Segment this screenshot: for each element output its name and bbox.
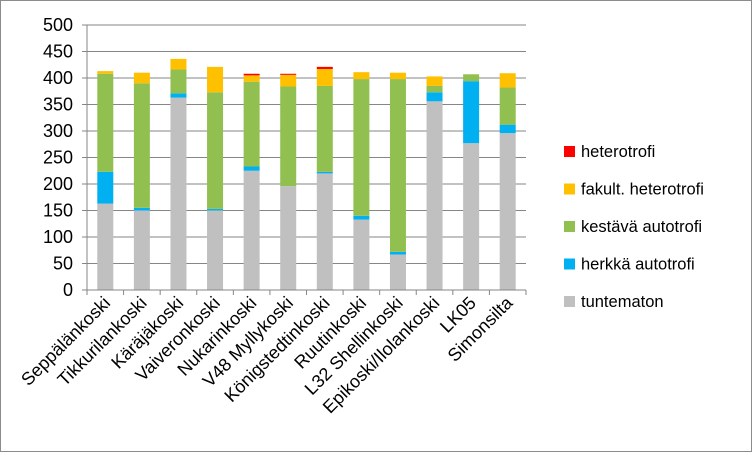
bar-segment (97, 71, 114, 74)
bar-segment (426, 76, 443, 86)
bar-segment (243, 81, 260, 167)
legend-swatch (564, 183, 575, 195)
bar-segment (170, 97, 187, 290)
legend-label: kestävä autotrofi (581, 218, 702, 236)
bar-segment (389, 251, 406, 255)
y-tick-label: 0 (63, 280, 73, 300)
legend: heterotrofi fakult. heterotrofi kestävä au… (564, 143, 704, 311)
bar-segment (97, 203, 114, 290)
bar-segment (499, 124, 516, 134)
bar-segment (207, 66, 224, 93)
y-tick-label: 300 (43, 121, 73, 141)
gridlines (87, 24, 526, 264)
bar-segment (499, 73, 516, 88)
legend-label: tuntematon (581, 293, 664, 311)
legend-swatch (564, 258, 575, 270)
bar-segment (316, 66, 333, 69)
bar-segment (353, 79, 370, 216)
bar-segment (243, 73, 260, 76)
bar-segment (316, 68, 333, 86)
bar-segment (170, 58, 187, 70)
legend-label: herkkä autotrofi (581, 256, 695, 274)
legend-label: heterotrofi (581, 143, 655, 161)
y-tick-label: 50 (53, 254, 73, 274)
bar-segment (353, 215, 370, 220)
bar-segment (133, 210, 150, 290)
bar-segment (389, 254, 406, 290)
y-tick-label: 200 (43, 174, 73, 194)
bar-segment (243, 170, 260, 290)
bar-segment (316, 173, 333, 290)
bar-segment (463, 143, 480, 290)
y-tick-label: 400 (43, 68, 73, 88)
legend-swatch (564, 221, 575, 232)
bar-segment (97, 73, 114, 172)
bar-segment (499, 87, 516, 125)
bar-segment (97, 171, 114, 204)
bar-segment (353, 219, 370, 290)
bar-segment (426, 92, 443, 102)
y-tick-label: 100 (43, 227, 73, 247)
legend-swatch (564, 146, 575, 157)
bar-segment (499, 133, 516, 290)
bar-segment (426, 101, 443, 290)
bar-segment (389, 79, 406, 252)
y-tick-label: 250 (43, 148, 73, 168)
bar-segment (133, 72, 150, 84)
bar-segment (353, 72, 370, 80)
legend-swatch (564, 296, 575, 307)
bar-segment (280, 74, 297, 87)
bar-segment (207, 210, 224, 290)
axes: 050100150200250300350400450500Seppälänko… (17, 15, 527, 417)
bar-segment (207, 208, 224, 211)
bar-segment (316, 85, 333, 172)
bar-segment (463, 74, 480, 82)
bar-segment (243, 75, 260, 82)
bar-segment (426, 85, 443, 93)
bar-segment (243, 166, 260, 171)
y-tick-label: 150 (43, 201, 73, 221)
legend-label: fakult. heterotrofi (581, 181, 704, 199)
y-tick-label: 450 (43, 42, 73, 62)
bar-segment (463, 81, 480, 144)
bar-segment (133, 83, 150, 208)
bar-segment (133, 207, 150, 211)
bar-segment (170, 69, 187, 94)
bar-segment (316, 171, 333, 174)
bar-stacks (97, 58, 516, 290)
bar-segment (280, 73, 297, 75)
bar-segment (280, 86, 297, 187)
bar-segment (207, 92, 224, 209)
bar-segment (280, 186, 297, 290)
y-tick-label: 500 (43, 15, 73, 35)
bar-segment (170, 93, 187, 98)
bar-segment (389, 72, 406, 80)
y-tick-label: 350 (43, 95, 73, 115)
